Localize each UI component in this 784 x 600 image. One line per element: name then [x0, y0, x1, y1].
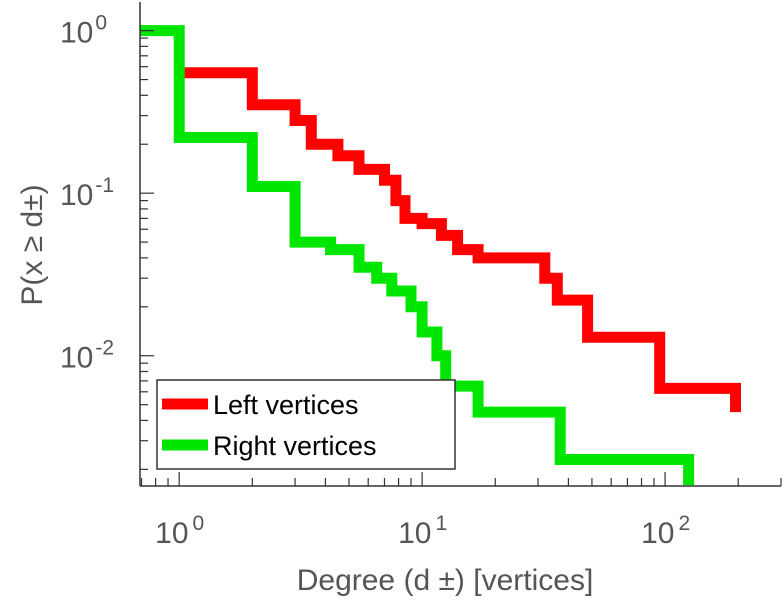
axes-frame	[139, 2, 781, 487]
y-tick-label: 10-2	[60, 337, 114, 375]
legend-label-right: Right vertices	[213, 431, 377, 461]
x-axis-title: Degree (d ±) [vertices]	[297, 564, 594, 597]
x-tick-label: 10 0	[155, 512, 204, 550]
series-layer	[140, 25, 741, 486]
series-line-right-vertices	[140, 25, 695, 486]
x-tick-label: 10 1	[398, 512, 447, 550]
legend: Left vertices Right vertices	[156, 379, 456, 470]
y-tick-label: 10-1	[60, 174, 114, 212]
legend-label-left: Left vertices	[213, 390, 359, 420]
legend-box	[156, 379, 456, 470]
y-tick-label: 100	[60, 12, 107, 50]
series-line-left-vertices	[179, 67, 741, 413]
x-tick-label: 10 2	[641, 512, 690, 550]
y-axis-title: P(x ≥ d±)	[16, 184, 49, 305]
axis-ticks	[140, 30, 782, 486]
